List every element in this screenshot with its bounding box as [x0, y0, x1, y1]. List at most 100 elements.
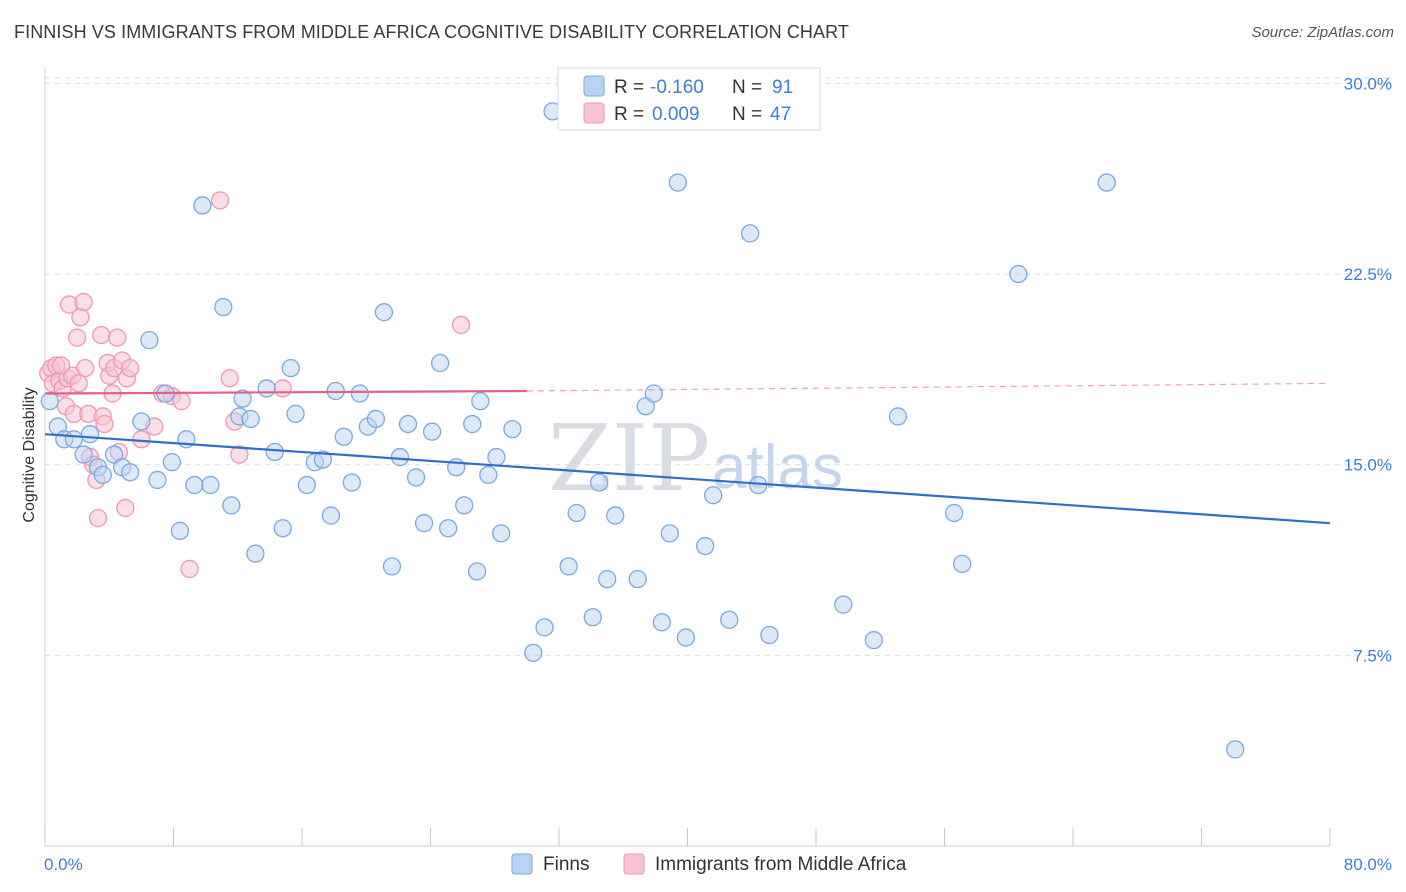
- finns-point: [1097, 173, 1116, 192]
- finns-point: [398, 414, 418, 434]
- finns-point: [40, 392, 59, 411]
- finns-point: [944, 503, 964, 523]
- finns-point: [559, 557, 578, 576]
- immigrants-point: [180, 559, 199, 579]
- finns-point: [1226, 740, 1245, 759]
- finns-point: [233, 389, 252, 408]
- finns-point: [214, 297, 233, 317]
- finns-point: [463, 414, 482, 434]
- immigrants-point: [220, 369, 239, 388]
- legend-immigrants-r-label: R =: [614, 104, 644, 125]
- bottom-legend-finns-label: Finns: [543, 854, 589, 875]
- finns-point: [567, 503, 586, 523]
- immigrants-trend-extension: [526, 382, 1331, 392]
- finns-point: [676, 628, 696, 647]
- finns-points: [40, 84, 1245, 759]
- finns-point: [430, 353, 450, 373]
- finns-point: [406, 468, 426, 487]
- finns-point: [382, 557, 402, 576]
- finns-point: [864, 630, 883, 650]
- finns-point: [297, 475, 316, 495]
- watermark-zip: ZIP: [548, 405, 710, 512]
- finns-point: [170, 521, 190, 540]
- immigrants-point: [230, 445, 249, 464]
- finns-point: [720, 610, 739, 629]
- y-tick-label: 22.5%: [1344, 265, 1392, 284]
- finns-point: [471, 392, 490, 411]
- finns-point: [760, 625, 779, 645]
- finns-point: [246, 544, 265, 563]
- legend-immigrants-swatch: [583, 102, 605, 124]
- finns-point: [321, 506, 341, 525]
- immigrants-point: [451, 315, 471, 335]
- finns-point: [281, 358, 300, 378]
- immigrants-point: [120, 358, 140, 378]
- finns-point: [503, 419, 522, 439]
- finns-point: [535, 618, 554, 637]
- immigrants-point: [210, 191, 230, 210]
- finns-point: [740, 224, 760, 243]
- immigrants-trend-line: [44, 389, 527, 395]
- finns-point: [185, 475, 204, 495]
- legend-finns-r-value: -0.160: [650, 77, 704, 98]
- finns-point: [140, 331, 159, 350]
- y-tick-label: 30.0%: [1344, 74, 1392, 93]
- tick-labels: 7.5% 15.0% 22.5% 30.0% 0.0% 80.0%: [44, 74, 1392, 874]
- immigrants-point: [273, 379, 292, 398]
- bottom-legend: Finns Immigrants from Middle Africa: [511, 853, 907, 875]
- immigrants-point: [88, 508, 108, 528]
- finns-point: [241, 409, 260, 429]
- legend-immigrants-n-value: 47: [770, 104, 791, 125]
- x-tick-label: 80.0%: [1344, 855, 1392, 874]
- immigrants-point: [108, 328, 127, 347]
- top-legend: R = -0.160 N = 91 R = 0.009 N = 47: [557, 67, 821, 131]
- finns-point: [583, 608, 602, 627]
- watermark-atlas: atlas: [712, 433, 843, 502]
- axes: [44, 68, 1331, 847]
- finns-point: [660, 524, 679, 543]
- immigrants-point: [132, 430, 151, 449]
- immigrants-point: [172, 392, 191, 411]
- finns-point: [590, 473, 609, 492]
- y-axis-title: Cognitive Disability: [21, 387, 38, 522]
- immigrants-point: [67, 328, 87, 347]
- finns-point: [286, 404, 305, 424]
- finns-point: [1009, 264, 1028, 284]
- legend-finns-r-label: R =: [614, 77, 644, 98]
- finns-trend-line: [44, 433, 1331, 525]
- finns-point: [422, 422, 442, 441]
- finns-point: [467, 562, 487, 581]
- finns-point: [704, 486, 723, 505]
- finns-point: [162, 453, 182, 472]
- finns-point: [93, 465, 112, 485]
- finns-point: [606, 506, 625, 525]
- finns-point: [696, 536, 715, 556]
- y-tick-label: 7.5%: [1353, 646, 1392, 665]
- grid-lines: [45, 77, 1392, 656]
- legend-finns-swatch: [583, 75, 605, 97]
- finns-point: [120, 463, 140, 482]
- finns-point: [257, 379, 276, 398]
- immigrants-point: [92, 325, 111, 345]
- finns-point: [455, 496, 474, 515]
- finns-point: [390, 447, 410, 467]
- immigrants-point: [76, 358, 95, 378]
- legend-immigrants-r-value: 0.009: [652, 104, 700, 125]
- finns-point: [265, 442, 284, 462]
- finns-point: [628, 569, 647, 589]
- finns-point: [273, 519, 292, 538]
- immigrants-point: [74, 292, 93, 312]
- x-tick-label: 0.0%: [44, 855, 83, 874]
- finns-point: [834, 595, 853, 614]
- finns-point: [414, 514, 434, 533]
- y-tick-label: 15.0%: [1344, 456, 1392, 475]
- immigrants-points: [39, 191, 471, 579]
- immigrants-point: [95, 414, 114, 434]
- finns-point: [598, 569, 617, 589]
- finns-point: [80, 425, 100, 444]
- finns-point: [366, 409, 386, 429]
- trend-lines: [44, 382, 1331, 525]
- finns-point: [193, 196, 212, 215]
- bottom-legend-immigrants-label: Immigrants from Middle Africa: [655, 854, 907, 875]
